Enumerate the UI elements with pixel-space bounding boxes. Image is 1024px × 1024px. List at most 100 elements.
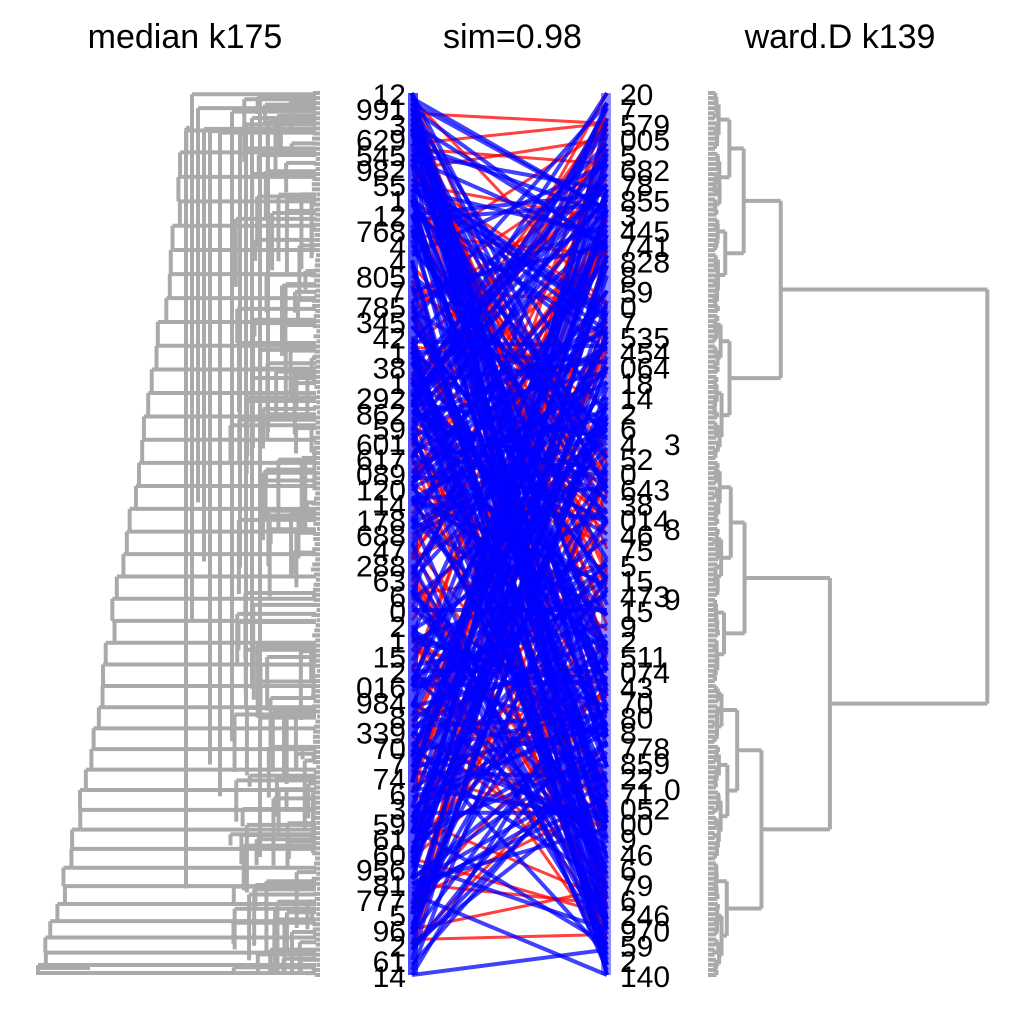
right-leaf-label: 859 — [620, 748, 670, 781]
left-leaf-label: 292 — [356, 383, 406, 416]
left-leaf-label: 785 — [356, 292, 406, 325]
right-leaf-label: 445 — [620, 216, 670, 249]
left-leaf-label: 1 — [389, 626, 406, 659]
right-leaf-label: 473 — [620, 581, 670, 614]
left-leaf-label: 688 — [356, 520, 406, 553]
similarity-title: sim=0.98 — [443, 18, 582, 56]
right-leaf-label: 2 — [620, 626, 637, 659]
connector-line-common — [410, 121, 609, 247]
left-leaf-label: 81 — [373, 870, 406, 903]
right-leaf-label: 80 — [620, 702, 653, 735]
right-leaf-label: 6 — [620, 414, 637, 447]
left-leaf-label: 617 — [356, 444, 406, 477]
connector-line-common — [410, 588, 609, 926]
right-leaf-label: 71 — [620, 779, 653, 812]
right-leaf-label: 59 — [620, 277, 653, 310]
connector-line-common — [410, 289, 609, 546]
left-leaf-label: 2 — [389, 611, 406, 644]
left-leaf-label: 1 — [389, 368, 406, 401]
left-leaf-label: 956 — [356, 855, 406, 888]
right-leaf-label: 8 — [620, 261, 637, 294]
right-leaf-label: 38 — [620, 490, 653, 523]
left-leaf-label: 768 — [356, 216, 406, 249]
connector-line-common — [410, 588, 609, 875]
left-leaf-label: 991 — [356, 94, 406, 127]
right-dendrogram — [708, 91, 990, 977]
right-leaf-label: 970 — [620, 915, 670, 948]
connector-line-distinct — [411, 121, 608, 146]
connector-line-common — [410, 198, 609, 814]
left-leaf-labels: 1299136295459825511276844805778534542138… — [356, 79, 406, 994]
connector-lines — [408, 91, 611, 977]
right-leaf-label: 246 — [620, 900, 670, 933]
right-leaf-label: 828 — [620, 246, 670, 279]
right-leaf-label: 18 — [620, 368, 653, 401]
left-leaf-label: 61 — [373, 946, 406, 979]
right-leaf-label: 15 — [620, 596, 653, 629]
right-leaf-label: 22 — [620, 763, 653, 796]
connector-line-common — [411, 425, 608, 536]
connector-line-common — [410, 157, 609, 399]
right-leaf-label: 14 — [620, 383, 653, 416]
left-leaf-label: 14 — [373, 961, 406, 994]
left-leaf-label: 14 — [373, 490, 406, 523]
connector-line-common — [411, 577, 608, 693]
right-leaf-label: 15 — [620, 566, 653, 599]
left-leaf-label: 60 — [373, 839, 406, 872]
left-leaf-label: 777 — [356, 885, 406, 918]
left-leaf-label: 74 — [373, 763, 406, 796]
left-leaf-label: 96 — [373, 915, 406, 948]
left-leaf-label: 7 — [389, 748, 406, 781]
left-leaf-label: 629 — [356, 125, 406, 158]
left-leaf-label: 4 — [389, 231, 406, 264]
left-leaf-label: 178 — [356, 505, 406, 538]
connector-line-common — [410, 790, 609, 947]
right-leaf-label: 3 — [664, 429, 681, 462]
left-leaf-label: 59 — [373, 809, 406, 842]
right-leaf-label: 43 — [620, 672, 653, 705]
right-leaf-label: 46 — [620, 839, 653, 872]
left-leaf-label: 805 — [356, 261, 406, 294]
left-leaf-label: 7 — [389, 277, 406, 310]
left-leaf-label: 601 — [356, 429, 406, 462]
left-leaf-label: 2 — [389, 931, 406, 964]
left-leaf-label: 089 — [356, 459, 406, 492]
connector-edge-left — [408, 93, 418, 975]
right-leaf-label: 052 — [620, 794, 670, 827]
right-leaf-label: 00 — [620, 809, 653, 842]
right-leaf-label: 7 — [620, 94, 637, 127]
left-leaf-label: 12 — [373, 201, 406, 234]
left-tree-title: median k175 — [87, 18, 283, 56]
connector-line-common — [410, 349, 609, 516]
connector-line-common — [411, 861, 608, 932]
right-leaf-label: 9 — [620, 611, 637, 644]
left-leaf-label: 984 — [356, 687, 406, 720]
connector-line-common — [410, 365, 609, 581]
right-leaf-label: 454 — [620, 338, 670, 371]
right-leaf-label: 6 — [620, 855, 637, 888]
right-leaf-label: 140 — [620, 961, 670, 994]
connector-line-common — [410, 639, 609, 855]
left-leaf-label: 4 — [389, 246, 406, 279]
left-leaf-label: 3 — [389, 109, 406, 142]
connector-line-common — [410, 340, 609, 662]
right-leaf-label: 0 — [620, 459, 637, 492]
left-leaf-label: 70 — [373, 733, 406, 766]
left-leaf-label: 545 — [356, 140, 406, 173]
connector-line-common — [411, 96, 608, 212]
right-leaf-label: 5 — [620, 550, 637, 583]
right-leaf-label: 59 — [620, 931, 653, 964]
connector-line-common — [411, 714, 608, 729]
left-leaf-label: 345 — [356, 307, 406, 340]
left-leaf-label: 6 — [389, 581, 406, 614]
right-leaf-label: 9 — [620, 824, 637, 857]
connector-line-common — [411, 633, 608, 729]
right-leaf-label: 5 — [620, 140, 637, 173]
left-leaf-label: 0 — [389, 596, 406, 629]
left-leaf-label: 1 — [389, 338, 406, 371]
left-leaf-label: 12 — [373, 79, 406, 112]
right-leaf-label: 0 — [620, 292, 637, 325]
right-tree-title: ward.D k139 — [744, 18, 936, 56]
